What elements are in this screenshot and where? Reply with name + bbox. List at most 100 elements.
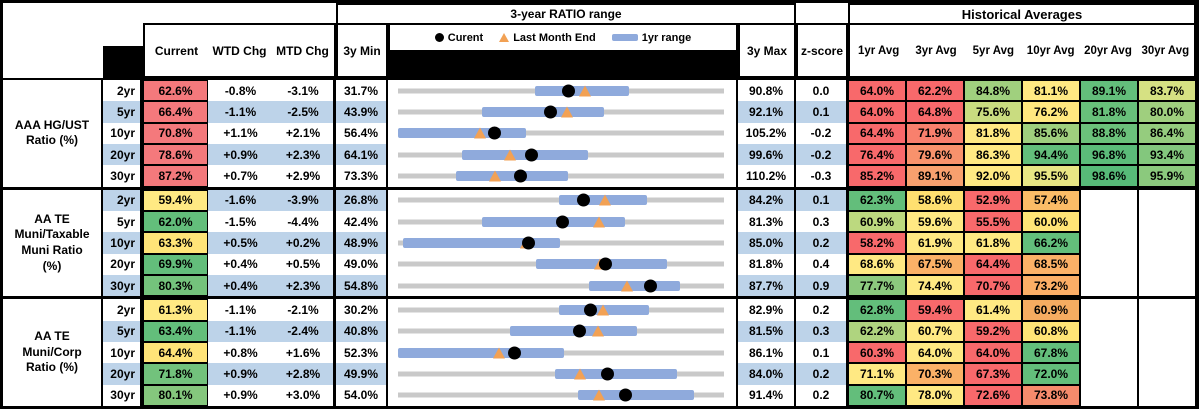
range-chart-cell	[388, 80, 738, 102]
avg-cell	[1138, 274, 1196, 297]
current-value-cell: 64.4%	[143, 342, 208, 364]
avg-cell: 88.8%	[1080, 122, 1138, 144]
mtd-chg-cell: +2.8%	[273, 363, 336, 385]
range-bar-1yr	[398, 128, 527, 139]
current-marker	[572, 324, 586, 338]
avg-cell: 59.6%	[906, 211, 964, 233]
avg-cell	[1138, 363, 1196, 385]
last-month-end-marker	[574, 368, 587, 380]
range-chart-cell	[388, 101, 738, 123]
tenor-cell: 20yr	[103, 143, 143, 166]
col-zscore-header: z-score	[796, 23, 848, 78]
current-marker	[487, 126, 501, 140]
group-label: AAA HG/UST Ratio (%)	[3, 80, 103, 187]
range-bar-1yr	[481, 216, 626, 227]
avg-cell: 64.4%	[964, 253, 1022, 275]
zscore-cell: 0.4	[796, 253, 848, 275]
avg-cell: 62.3%	[848, 189, 906, 211]
tenor-cell: 10yr	[103, 342, 143, 364]
last-month-end-marker	[598, 194, 611, 206]
avg-cell: 85.6%	[1022, 122, 1080, 144]
current-value-cell: 78.6%	[143, 143, 208, 166]
avg-cell	[1080, 274, 1138, 297]
avg-cell: 68.5%	[1022, 253, 1080, 275]
current-marker	[619, 388, 632, 402]
avg-cell: 95.5%	[1022, 165, 1080, 187]
min-3y-cell: 43.9%	[336, 101, 388, 123]
avg-cell	[1138, 384, 1196, 406]
mtd-chg-column-header: MTD Chg	[276, 43, 329, 58]
avg-cell: 59.4%	[906, 299, 964, 321]
legend-1yr-range-item: 1yr range	[611, 32, 691, 44]
mtd-chg-cell: -2.4%	[273, 320, 336, 342]
range-bar-1yr	[577, 390, 695, 401]
avg-cell: 67.5%	[906, 253, 964, 275]
current-marker	[583, 303, 597, 317]
avg-cell: 76.4%	[848, 143, 906, 166]
last-month-end-marker	[488, 170, 501, 182]
avg-cell	[1080, 299, 1138, 321]
avg-cell: 89.1%	[1080, 80, 1138, 102]
last-month-end-marker	[621, 280, 634, 292]
max-3y-cell: 81.3%	[738, 211, 796, 233]
table-row: 30yr 80.1% +0.9% +3.0% 54.0% 91.4% 0.2 80.7% 78.…	[103, 384, 1196, 406]
col-30yr-avg-header: 30yr Avg	[1141, 44, 1190, 57]
avg-cell: 64.0%	[906, 342, 964, 364]
avg-cell	[1138, 299, 1196, 321]
current-value-cell: 71.8%	[143, 363, 208, 385]
current-marker	[524, 148, 538, 162]
current-marker	[514, 169, 528, 183]
zscore-cell: 0.1	[796, 189, 848, 211]
mtd-chg-cell: +0.2%	[273, 232, 336, 254]
table-row: 5yr 66.4% -1.1% -2.5% 43.9% 92.1% 0.1 64.0% 64.8…	[103, 101, 1196, 123]
historical-averages-title: Historical Averages	[848, 3, 1196, 25]
avg-cell: 72.6%	[964, 384, 1022, 406]
avg-cell	[1080, 211, 1138, 233]
avg-cell: 98.6%	[1080, 165, 1138, 187]
zscore-cell: 0.3	[796, 320, 848, 342]
group-rows: 2yr 59.4% -1.6% -3.9% 26.8% 84.2% 0.1 62.3% 58.6…	[103, 189, 1196, 297]
col-3y-max-header: 3y Max	[738, 23, 796, 78]
zscore-cell: 0.1	[796, 342, 848, 364]
range-chart-cell	[388, 342, 738, 364]
current-value-cell: 66.4%	[143, 101, 208, 123]
avg-cell: 81.8%	[1080, 101, 1138, 123]
avg-cell	[1080, 342, 1138, 364]
max-3y-cell: 81.5%	[738, 320, 796, 342]
avg-cell: 81.8%	[964, 122, 1022, 144]
avg-cell	[1080, 384, 1138, 406]
last-month-end-marker	[560, 106, 573, 118]
avg-cell: 61.4%	[964, 299, 1022, 321]
zscore-cell: -0.2	[796, 143, 848, 166]
change-columns-header: Current WTD Chg MTD Chg	[143, 23, 336, 78]
avg-cell: 78.0%	[906, 384, 964, 406]
mtd-chg-cell: +2.3%	[273, 274, 336, 297]
zscore-cell: 0.3	[796, 211, 848, 233]
min-3y-cell: 54.0%	[336, 384, 388, 406]
wtd-chg-cell: +0.4%	[208, 253, 273, 275]
current-value-cell: 80.1%	[143, 384, 208, 406]
col-5yr-avg-header: 5yr Avg	[972, 44, 1014, 57]
range-bar-1yr	[456, 170, 568, 181]
avg-cell	[1080, 232, 1138, 254]
wtd-chg-cell: -1.6%	[208, 189, 273, 211]
col-20yr-avg-header: 20yr Avg	[1084, 44, 1132, 57]
max-3y-cell: 81.8%	[738, 253, 796, 275]
zscore-cell: 0.2	[796, 299, 848, 321]
current-marker	[508, 346, 522, 360]
table-body: AAA HG/UST Ratio (%) 2yr 62.6% -0.8% -3.1% 31…	[3, 78, 1196, 406]
wtd-chg-cell: +0.8%	[208, 342, 273, 364]
current-column-header: Current	[154, 43, 199, 58]
avg-cell: 66.2%	[1022, 232, 1080, 254]
avg-cell: 67.3%	[964, 363, 1022, 385]
tenor-cell: 10yr	[103, 232, 143, 254]
min-3y-cell: 64.1%	[336, 143, 388, 166]
mtd-chg-cell: -3.1%	[273, 80, 336, 102]
legend-1yr-range-bar-icon	[611, 34, 638, 41]
avg-cell: 64.0%	[848, 80, 906, 102]
wtd-chg-cell: +0.9%	[208, 143, 273, 166]
zscore-cell: 0.2	[796, 384, 848, 406]
avg-cell: 58.2%	[848, 232, 906, 254]
zscore-cell: 0.9	[796, 274, 848, 297]
